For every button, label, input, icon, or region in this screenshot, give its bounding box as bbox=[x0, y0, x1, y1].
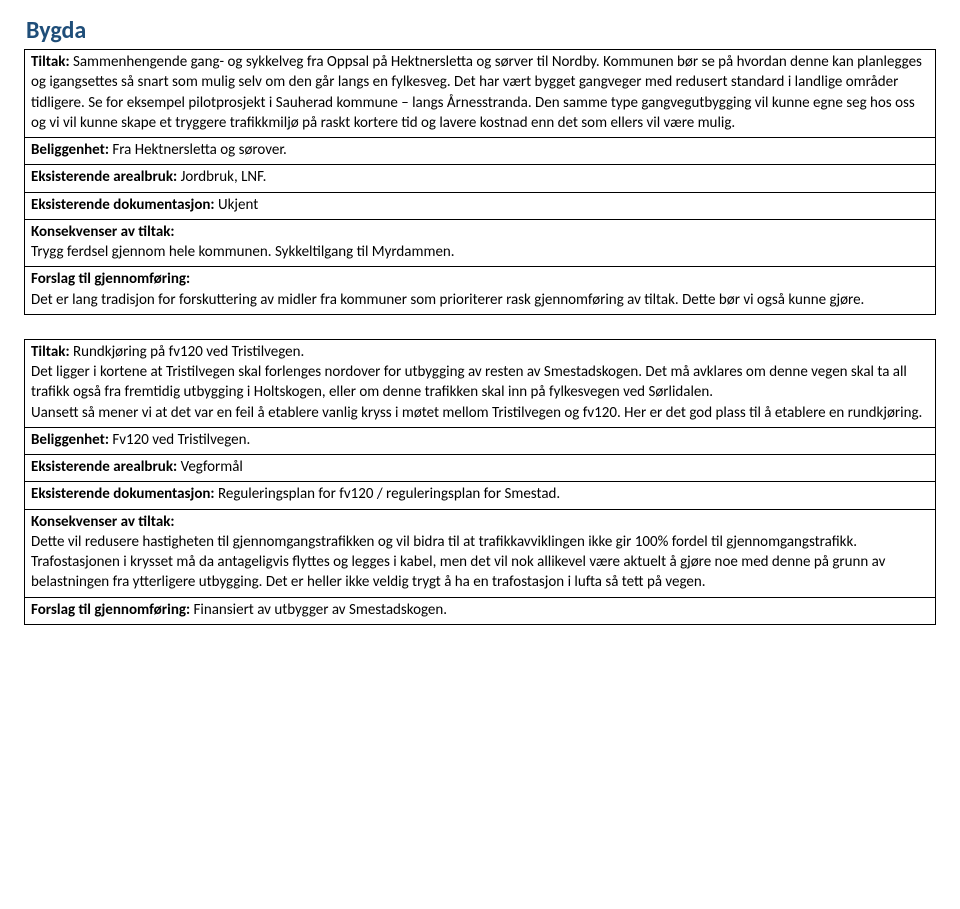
row-forslag: Forslag til gjennomføring: Det er lang t… bbox=[25, 267, 936, 315]
text-beliggenhet: Fra Hektnersletta og sørover. bbox=[109, 141, 287, 159]
text-arealbruk: Jordbruk, LNF. bbox=[177, 168, 266, 186]
row-dokumentasjon: Eksisterende dokumentasjon: Ukjent bbox=[25, 192, 936, 219]
text-konsekvenser: Trygg ferdsel gjennom hele kommunen. Syk… bbox=[31, 242, 929, 262]
row-beliggenhet: Beliggenhet: Fra Hektnersletta og sørove… bbox=[25, 138, 936, 165]
text-tiltak-title: Rundkjøring på fv120 ved Tristilvegen. bbox=[70, 343, 305, 361]
label-konsekvenser: Konsekvenser av tiltak: bbox=[31, 222, 929, 242]
tiltak-box-2: Tiltak: Rundkjøring på fv120 ved Tristil… bbox=[24, 339, 936, 625]
text-dokumentasjon: Ukjent bbox=[215, 196, 259, 214]
label-beliggenhet: Beliggenhet: bbox=[31, 141, 109, 159]
label-arealbruk: Eksisterende arealbruk: bbox=[31, 168, 177, 186]
label-konsekvenser: Konsekvenser av tiltak: bbox=[31, 512, 929, 532]
row-beliggenhet: Beliggenhet: Fv120 ved Tristilvegen. bbox=[25, 427, 936, 454]
row-tiltak: Tiltak: Sammenhengende gang- og sykkelve… bbox=[25, 50, 936, 138]
label-tiltak: Tiltak: bbox=[31, 53, 70, 71]
text-tiltak-body1: Det ligger i kortene at Tristilvegen ska… bbox=[31, 362, 929, 403]
text-tiltak-body2: Uansett så mener vi at det var en feil å… bbox=[31, 403, 929, 423]
row-forslag: Forslag til gjennomføring: Finansiert av… bbox=[25, 597, 936, 624]
row-arealbruk: Eksisterende arealbruk: Jordbruk, LNF. bbox=[25, 165, 936, 192]
text-forslag: Det er lang tradisjon for forskuttering … bbox=[31, 290, 929, 310]
label-forslag: Forslag til gjennomføring: bbox=[31, 601, 190, 619]
text-forslag: Finansiert av utbygger av Smestadskogen. bbox=[190, 601, 447, 619]
text-dokumentasjon: Reguleringsplan for fv120 / reguleringsp… bbox=[215, 485, 561, 503]
label-beliggenhet: Beliggenhet: bbox=[31, 431, 109, 449]
row-konsekvenser: Konsekvenser av tiltak: Trygg ferdsel gj… bbox=[25, 219, 936, 267]
label-arealbruk: Eksisterende arealbruk: bbox=[31, 458, 177, 476]
label-forslag: Forslag til gjennomføring: bbox=[31, 269, 929, 289]
text-arealbruk: Vegformål bbox=[177, 458, 243, 476]
section-title: Bygda bbox=[26, 16, 936, 45]
row-arealbruk: Eksisterende arealbruk: Vegformål bbox=[25, 455, 936, 482]
row-konsekvenser: Konsekvenser av tiltak: Dette vil reduse… bbox=[25, 509, 936, 597]
tiltak-box-1: Tiltak: Sammenhengende gang- og sykkelve… bbox=[24, 49, 936, 315]
text-konsekvenser: Dette vil redusere hastigheten til gjenn… bbox=[31, 532, 929, 593]
label-dokumentasjon: Eksisterende dokumentasjon: bbox=[31, 485, 215, 503]
label-tiltak: Tiltak: bbox=[31, 343, 70, 361]
row-dokumentasjon: Eksisterende dokumentasjon: Reguleringsp… bbox=[25, 482, 936, 509]
row-tiltak: Tiltak: Rundkjøring på fv120 ved Tristil… bbox=[25, 339, 936, 427]
text-tiltak: Sammenhengende gang- og sykkelveg fra Op… bbox=[31, 53, 922, 132]
label-dokumentasjon: Eksisterende dokumentasjon: bbox=[31, 196, 215, 214]
text-beliggenhet: Fv120 ved Tristilvegen. bbox=[109, 431, 250, 449]
